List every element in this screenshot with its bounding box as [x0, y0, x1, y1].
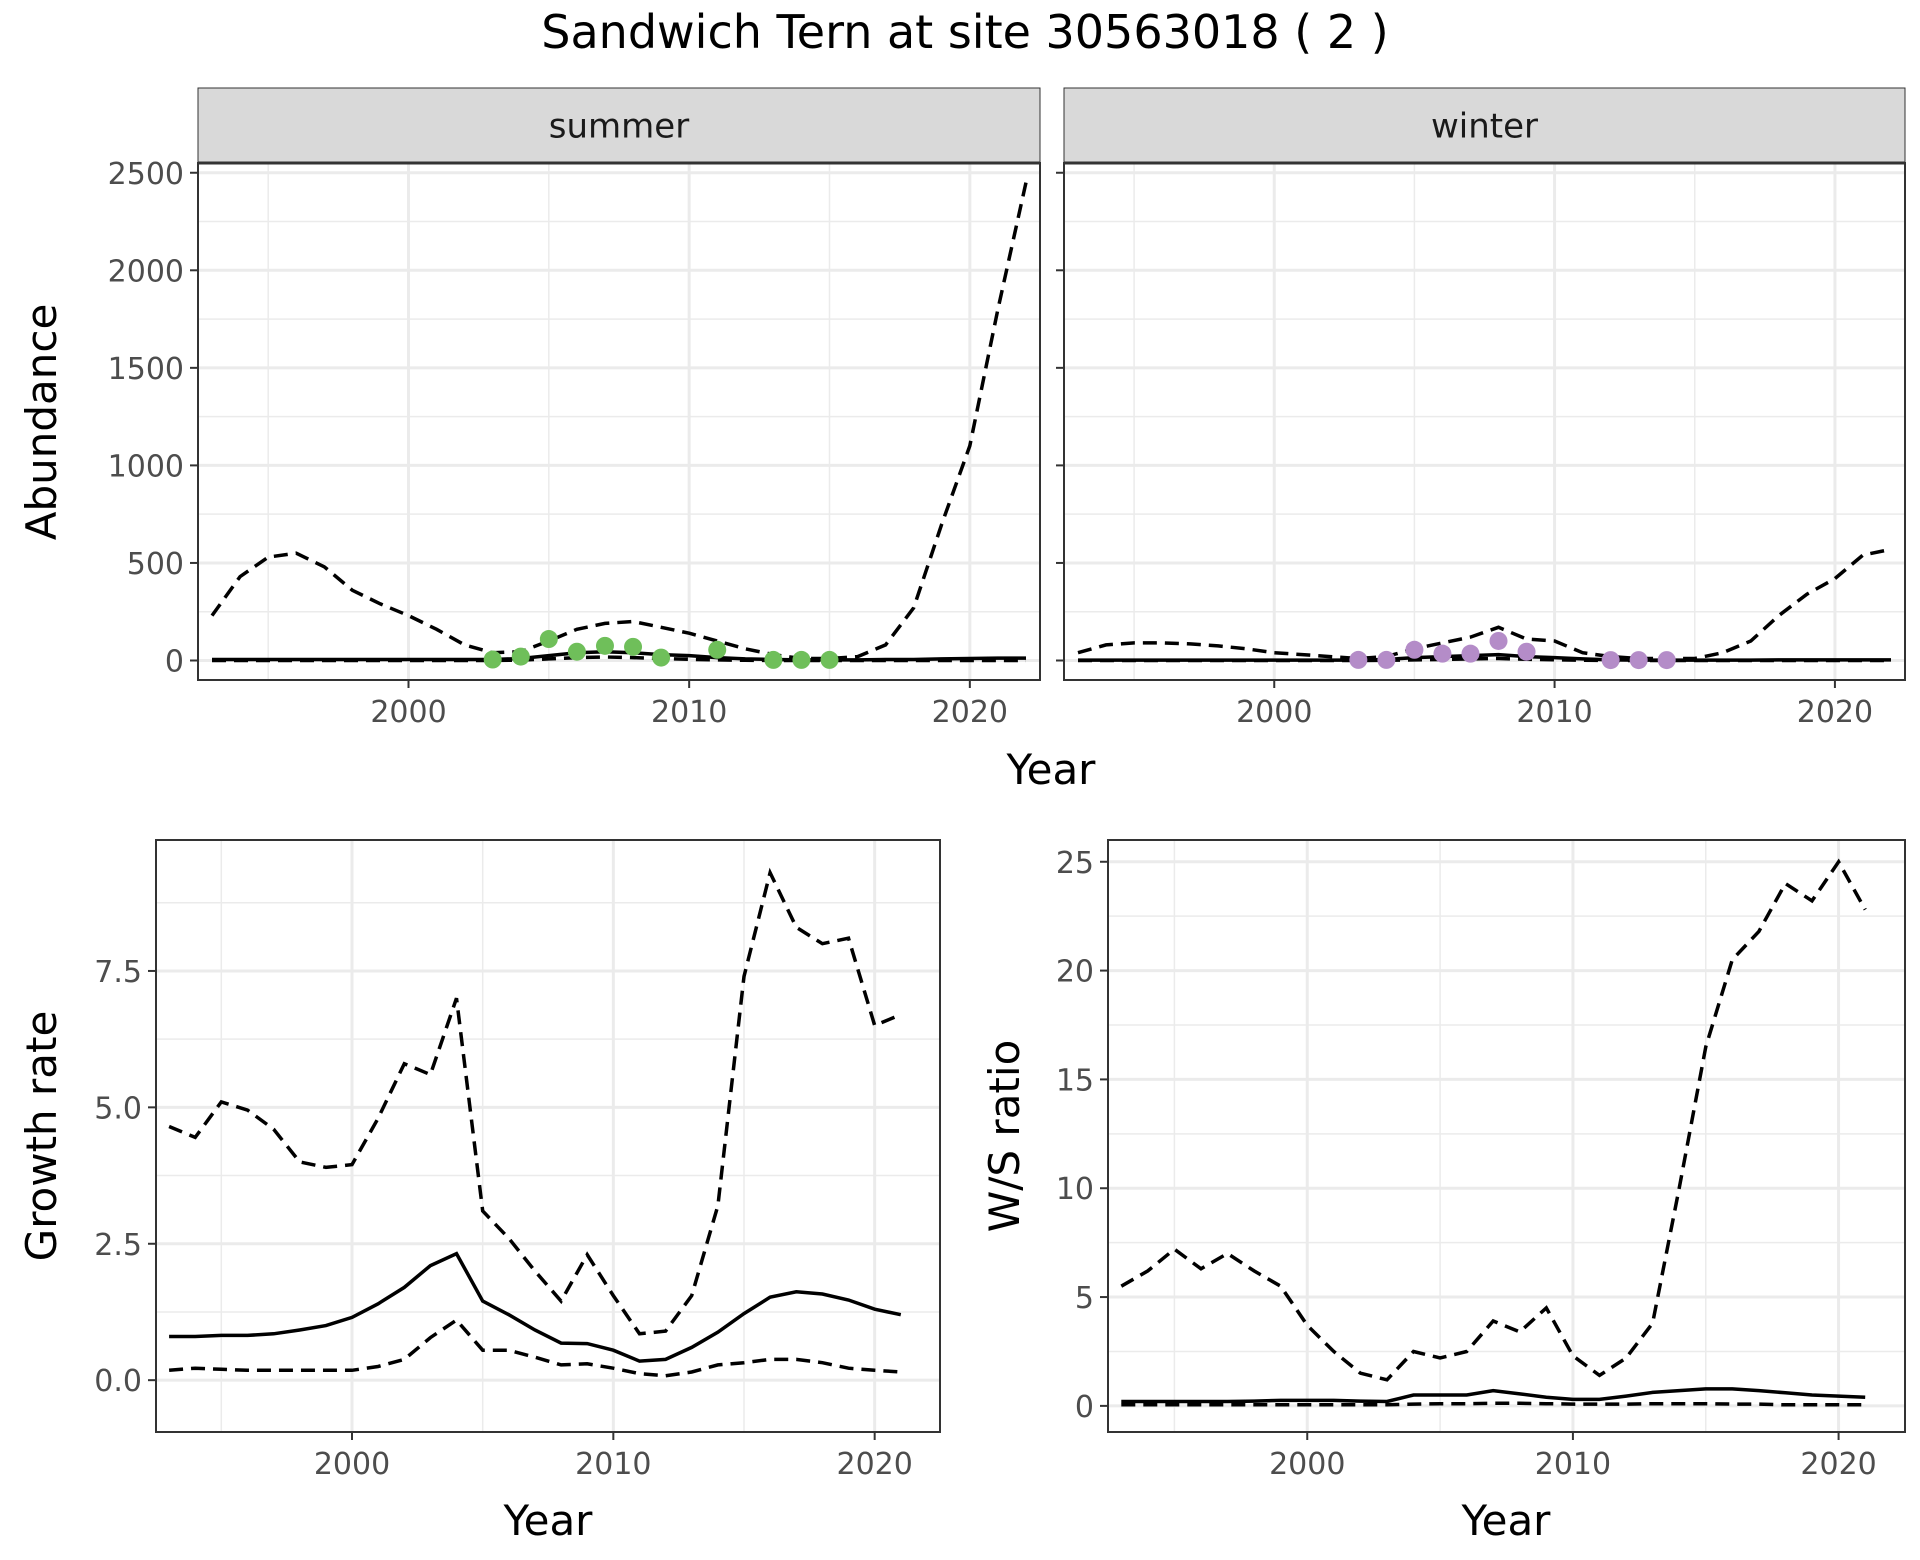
panel-summer: summer 2000 2010 2020 0 500 1000 1500 2000 2500 Ab… — [17, 87, 1041, 730]
data-point — [1349, 650, 1368, 669]
y-axis-title: W/S ratio — [980, 1040, 1029, 1233]
data-point — [1433, 644, 1452, 663]
data-point — [764, 650, 783, 669]
strip-label: winter — [1431, 107, 1538, 147]
series-line-mean — [1121, 1387, 1866, 1404]
panel-border — [155, 839, 941, 1433]
y-tick-label: 2000 — [108, 254, 184, 289]
x-tick-label: 2020 — [836, 1447, 912, 1482]
panel-winter: winter 2000 2010 2020 — [1056, 87, 1906, 730]
y-axis-title: Abundance — [17, 304, 66, 541]
series-line-upper — [168, 867, 902, 1336]
x-tick-label: 2000 — [1269, 1447, 1345, 1482]
y-tick-label: 25 — [1056, 846, 1094, 881]
panel-border — [1107, 839, 1906, 1433]
y-tick-label: 2500 — [108, 157, 184, 192]
data-point — [652, 648, 671, 667]
data-point — [539, 630, 558, 649]
series-line-upper — [1077, 547, 1892, 661]
y-tick-label: 1000 — [108, 449, 184, 484]
x-tick-label: 2000 — [1236, 695, 1312, 730]
panel-background — [198, 163, 1040, 680]
data-point — [1489, 631, 1508, 650]
x-axis-title: Year — [503, 1496, 594, 1545]
figure-title: Sandwich Tern at site 30563018 ( 2 ) — [541, 5, 1388, 59]
data-point — [595, 636, 614, 655]
panel-ratio: 2000 2010 2020 0 5 10 15 20 25 W/S ratio Year — [980, 839, 1906, 1545]
y-tick-label: 15 — [1056, 1063, 1094, 1098]
y-tick-label: 5 — [1075, 1281, 1094, 1316]
panel-background — [156, 840, 940, 1432]
y-tick-label: 10 — [1056, 1172, 1094, 1207]
data-point — [567, 642, 586, 661]
x-tick-label: 2020 — [1797, 695, 1873, 730]
data-point — [624, 637, 643, 656]
y-tick-label: 2.5 — [94, 1228, 142, 1263]
y-tick-label: 5.0 — [94, 1091, 142, 1126]
data-point — [820, 650, 839, 669]
series-line-upper — [210, 182, 1028, 661]
data-point — [1377, 650, 1396, 669]
y-tick-label: 0 — [1075, 1390, 1094, 1425]
y-tick-label: 0 — [165, 644, 184, 679]
data-point — [1601, 651, 1620, 670]
series-line-upper — [1120, 858, 1867, 1382]
y-tick-label: 1500 — [108, 352, 184, 387]
x-axis-title: Year — [1461, 1496, 1552, 1545]
data-point — [1517, 642, 1536, 661]
x-axis-title-top: Year — [1006, 745, 1097, 794]
x-tick-label: 2010 — [651, 695, 727, 730]
x-tick-label: 2020 — [932, 695, 1008, 730]
series-line-lower — [1121, 1401, 1866, 1407]
series-line-mean — [169, 1251, 902, 1363]
data-point — [1461, 644, 1480, 663]
panel-background — [1108, 840, 1905, 1432]
y-axis-title: Growth rate — [17, 1011, 66, 1262]
data-point — [1405, 640, 1424, 659]
data-point — [1629, 651, 1648, 670]
series-line-lower — [212, 655, 1026, 663]
y-tick-label: 20 — [1056, 955, 1094, 990]
data-point — [511, 647, 530, 666]
panel-background — [1064, 163, 1905, 680]
data-point — [792, 650, 811, 669]
series-line-lower — [1078, 656, 1891, 663]
y-tick-label: 7.5 — [94, 955, 142, 990]
series-line-lower — [168, 1317, 901, 1378]
strip-background — [1063, 87, 1906, 164]
x-tick-label: 2010 — [575, 1447, 651, 1482]
data-point — [1657, 651, 1676, 670]
x-tick-label: 2010 — [1516, 695, 1592, 730]
data-point — [483, 650, 502, 669]
panel-growth: 2000 2010 2020 0.0 2.5 5.0 7.5 Growth rate Year — [17, 839, 941, 1545]
x-tick-label: 2010 — [1535, 1447, 1611, 1482]
strip-label: summer — [549, 107, 689, 147]
x-tick-label: 2000 — [370, 695, 446, 730]
y-tick-label: 0.0 — [94, 1364, 142, 1399]
x-tick-label: 2000 — [314, 1447, 390, 1482]
y-tick-label: 500 — [127, 547, 184, 582]
data-point — [708, 640, 727, 659]
x-tick-label: 2020 — [1800, 1447, 1876, 1482]
